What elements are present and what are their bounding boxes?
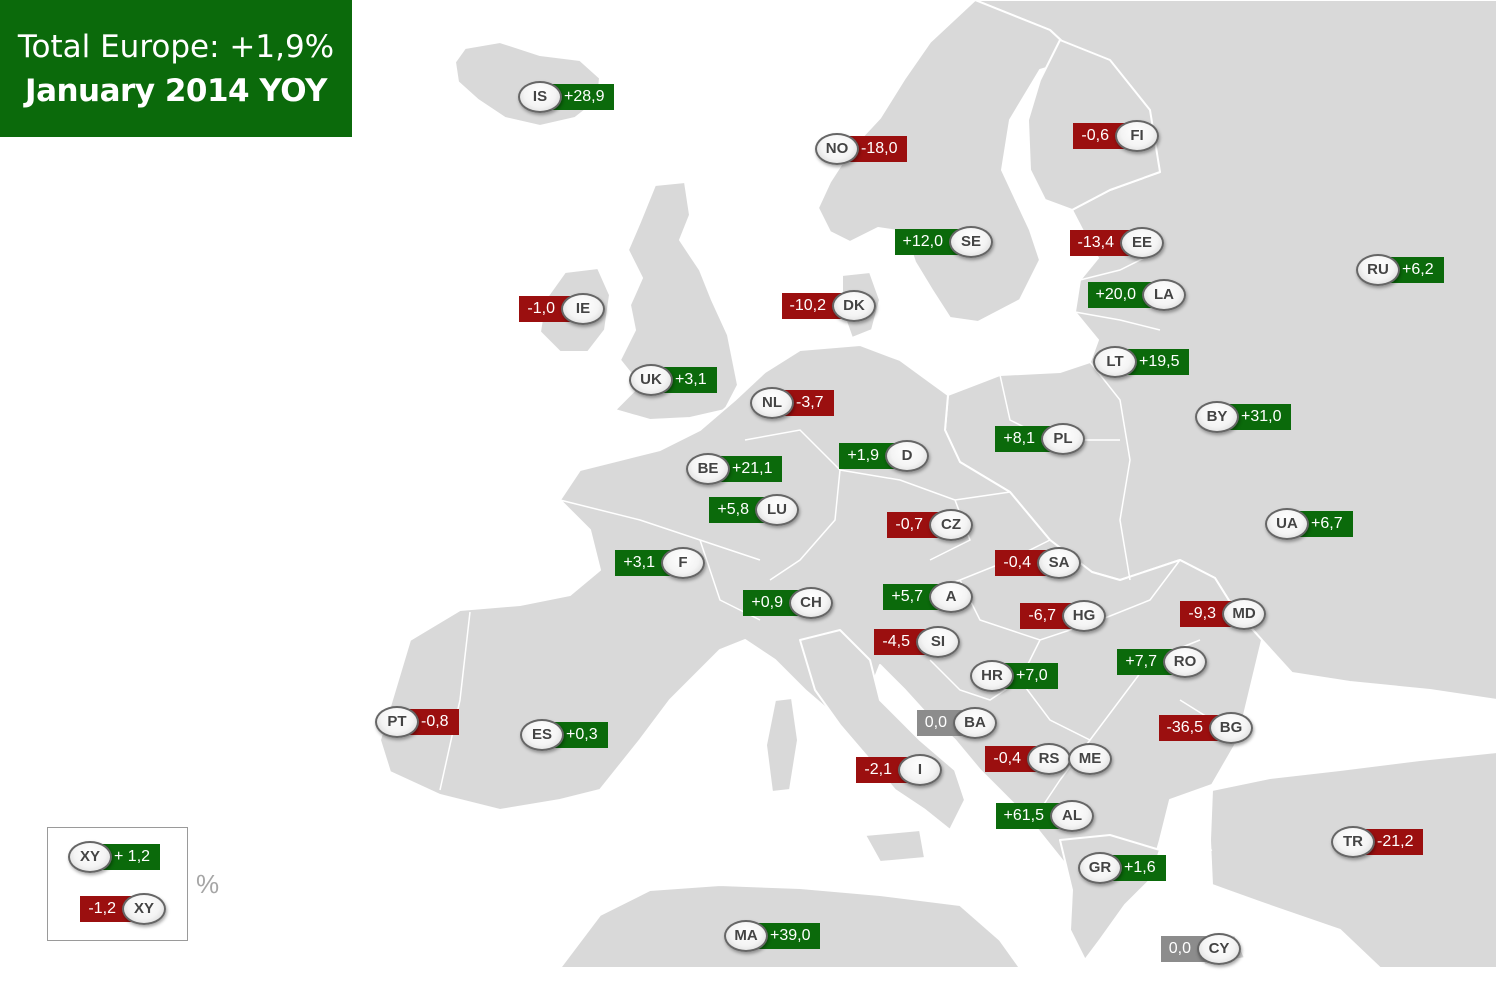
country-code-ch: CH: [789, 587, 833, 619]
country-code-me: ME: [1068, 743, 1112, 775]
marker-f[interactable]: F +3,1: [611, 547, 705, 579]
country-code-sa: SA: [1037, 547, 1081, 579]
country-code-ie: IE: [561, 293, 605, 325]
marker-dk[interactable]: DK -10,2: [770, 290, 876, 322]
country-code-hg: HG: [1062, 600, 1106, 632]
country-code-si: SI: [916, 626, 960, 658]
country-code-cy: CY: [1197, 933, 1241, 965]
country-code-be: BE: [686, 453, 730, 485]
country-code-fi: FI: [1115, 120, 1159, 152]
country-code-lu: LU: [755, 494, 799, 526]
country-code-d: D: [885, 440, 929, 472]
country-code-ru: RU: [1356, 254, 1400, 286]
marker-me[interactable]: ME: [1068, 743, 1114, 775]
country-code-ua: UA: [1265, 508, 1309, 540]
marker-ba[interactable]: BA 0,0: [893, 707, 997, 739]
marker-md[interactable]: MD -9,3: [1165, 598, 1266, 630]
country-code-md: MD: [1222, 598, 1266, 630]
country-code-ee: EE: [1120, 227, 1164, 259]
marker-ie[interactable]: IE -1,0: [501, 293, 605, 325]
country-code-pl: PL: [1041, 423, 1085, 455]
legend-negative-sample: XY -1,2: [66, 893, 166, 925]
legend-unit-label: %: [196, 869, 220, 899]
marker-fi[interactable]: FI -0,6: [1049, 120, 1159, 152]
marker-ro[interactable]: RO +7,7: [1103, 646, 1207, 678]
country-code-is: IS: [518, 81, 562, 113]
country-code-pt: PT: [375, 706, 419, 738]
country-code-f: F: [661, 547, 705, 579]
marker-rs[interactable]: RS -0,4: [973, 743, 1071, 775]
country-code-i: I: [898, 754, 942, 786]
marker-cy[interactable]: CY 0,0: [1135, 933, 1241, 965]
marker-a[interactable]: A +5,7: [868, 581, 973, 613]
country-code-nl: NL: [750, 387, 794, 419]
country-code-al: AL: [1050, 800, 1094, 832]
title-line-2: January 2014 YOY: [25, 72, 327, 109]
marker-ee[interactable]: EE -13,4: [1057, 227, 1164, 259]
country-code-la: LA: [1142, 279, 1186, 311]
marker-hg[interactable]: HG -6,7: [1000, 600, 1106, 632]
country-code-cz: CZ: [929, 509, 973, 541]
land-turkey: [1209, 751, 1497, 969]
legend-negative-code: XY: [122, 893, 166, 925]
country-code-lt: LT: [1093, 346, 1137, 378]
value-i: -2,1: [856, 757, 920, 783]
marker-d[interactable]: D +1,9: [833, 440, 929, 472]
marker-sa[interactable]: SA -0,4: [986, 547, 1081, 579]
country-code-dk: DK: [832, 290, 876, 322]
country-code-tr: TR: [1331, 826, 1375, 858]
country-code-gr: GR: [1078, 852, 1122, 884]
country-code-ma: MA: [724, 920, 768, 952]
marker-cz[interactable]: CZ -0,7: [866, 509, 973, 541]
land-sicily: [864, 829, 926, 863]
marker-i[interactable]: I -2,1: [835, 754, 942, 786]
marker-pl[interactable]: PL +8,1: [978, 423, 1085, 455]
land-sardinia: [765, 697, 799, 793]
marker-al[interactable]: AL +61,5: [986, 800, 1094, 832]
legend-positive-code: XY: [68, 841, 112, 873]
country-code-ba: BA: [953, 707, 997, 739]
marker-se[interactable]: SE +12,0: [885, 226, 993, 258]
country-code-a: A: [929, 581, 973, 613]
title-box: Total Europe: +1,9% January 2014 YOY: [0, 0, 352, 137]
country-code-no: NO: [815, 133, 859, 165]
country-code-es: ES: [520, 719, 564, 751]
land-great-britain: [614, 181, 739, 421]
marker-ch[interactable]: CH +0,9: [737, 587, 833, 619]
marker-bg[interactable]: BG -36,5: [1147, 712, 1253, 744]
country-code-hr: HR: [970, 660, 1014, 692]
country-code-bg: BG: [1209, 712, 1253, 744]
country-code-uk: UK: [629, 364, 673, 396]
marker-si[interactable]: SI -4,5: [853, 626, 960, 658]
title-line-1: Total Europe: +1,9%: [17, 28, 335, 65]
country-code-ro: RO: [1163, 646, 1207, 678]
country-code-by: BY: [1195, 401, 1239, 433]
marker-lu[interactable]: LU +5,8: [693, 494, 799, 526]
marker-la[interactable]: LA +20,0: [1080, 279, 1186, 311]
country-code-rs: RS: [1027, 743, 1071, 775]
legend: XY + 1,2 XY -1,2: [47, 827, 188, 941]
country-code-se: SE: [949, 226, 993, 258]
